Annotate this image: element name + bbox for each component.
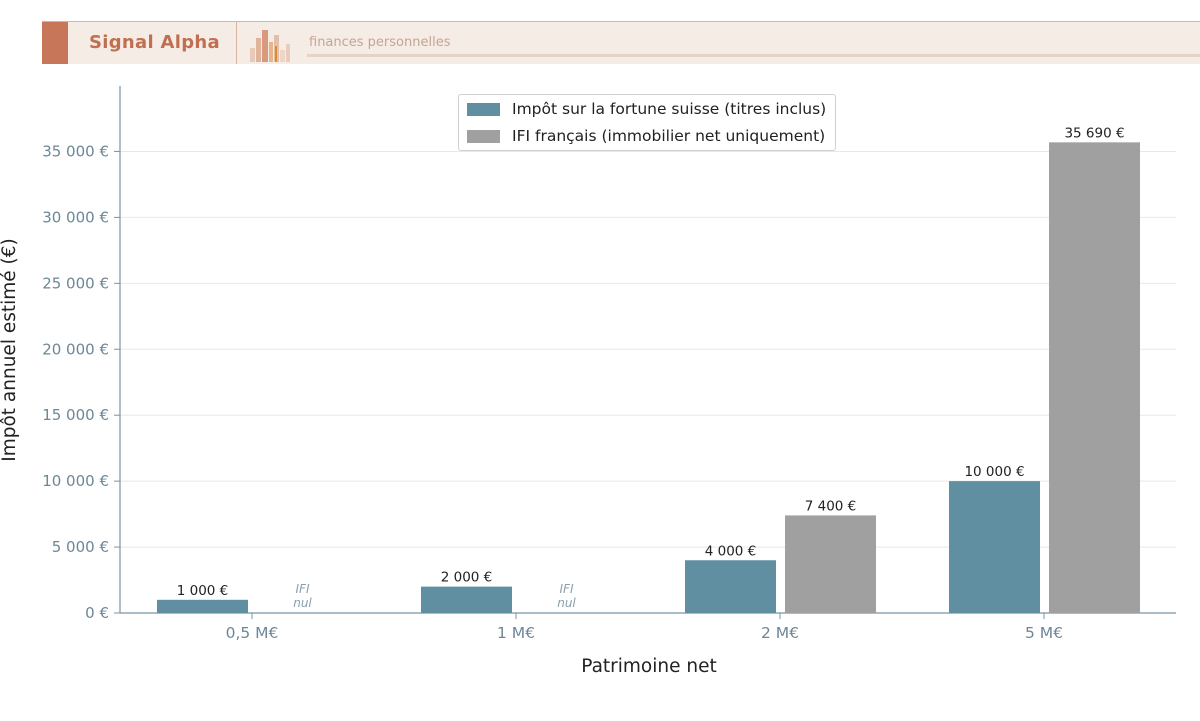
x-tick-label: 5 M€ [1025,624,1063,642]
y-axis-title: Impôt annuel estimé (€) [0,238,20,462]
brand-accent [42,22,68,64]
header-divider [236,22,237,64]
data-label: 1 000 € [177,583,229,599]
bar [157,599,248,613]
x-tick-label: 2 M€ [761,624,799,642]
bar [785,515,876,613]
x-tick-label: 0,5 M€ [226,624,279,642]
data-label: 35 690 € [1064,125,1124,141]
bar [949,481,1040,613]
tagline-underline [307,54,1200,57]
header-tagline: finances personnelles [309,35,451,50]
data-label: 4 000 € [705,543,757,559]
y-tick-label: 20 000 € [42,340,109,358]
y-tick-label: 30 000 € [42,208,109,226]
y-tick-label: 0 € [85,604,109,622]
chart-legend: Impôt sur la fortune suisse (titres incl… [458,94,836,151]
x-tick-label: 1 M€ [497,624,535,642]
data-label: 10 000 € [964,464,1024,480]
legend-entry-swiss: Impôt sur la fortune suisse (titres incl… [467,99,826,119]
data-label-null: IFI [296,582,310,596]
legend-entry-french: IFI français (immobilier net uniquement) [467,126,825,146]
city-logo-icon [250,30,290,62]
y-tick-label: 35 000 € [42,142,109,160]
y-tick-label: 25 000 € [42,274,109,292]
legend-swatch-swiss [467,102,500,116]
data-label-null: nul [557,596,576,610]
y-tick-label: 5 000 € [52,538,109,556]
data-label: 7 400 € [805,498,857,514]
data-label-null: IFI [560,582,574,596]
brand-name: Signal Alpha [89,32,220,53]
header-banner: Signal Alpha finances personnelles [42,21,1200,64]
y-tick-label: 10 000 € [42,472,109,490]
y-tick-label: 15 000 € [42,406,109,424]
legend-swatch-french [467,129,500,143]
bar [685,560,776,613]
bar [1049,142,1140,613]
legend-label-french: IFI français (immobilier net uniquement) [512,127,826,145]
data-label-null: nul [293,596,312,610]
data-label: 2 000 € [441,570,493,586]
legend-label-swiss: Impôt sur la fortune suisse (titres incl… [512,100,827,118]
bar [421,586,512,613]
x-axis-title: Patrimoine net [581,656,717,677]
